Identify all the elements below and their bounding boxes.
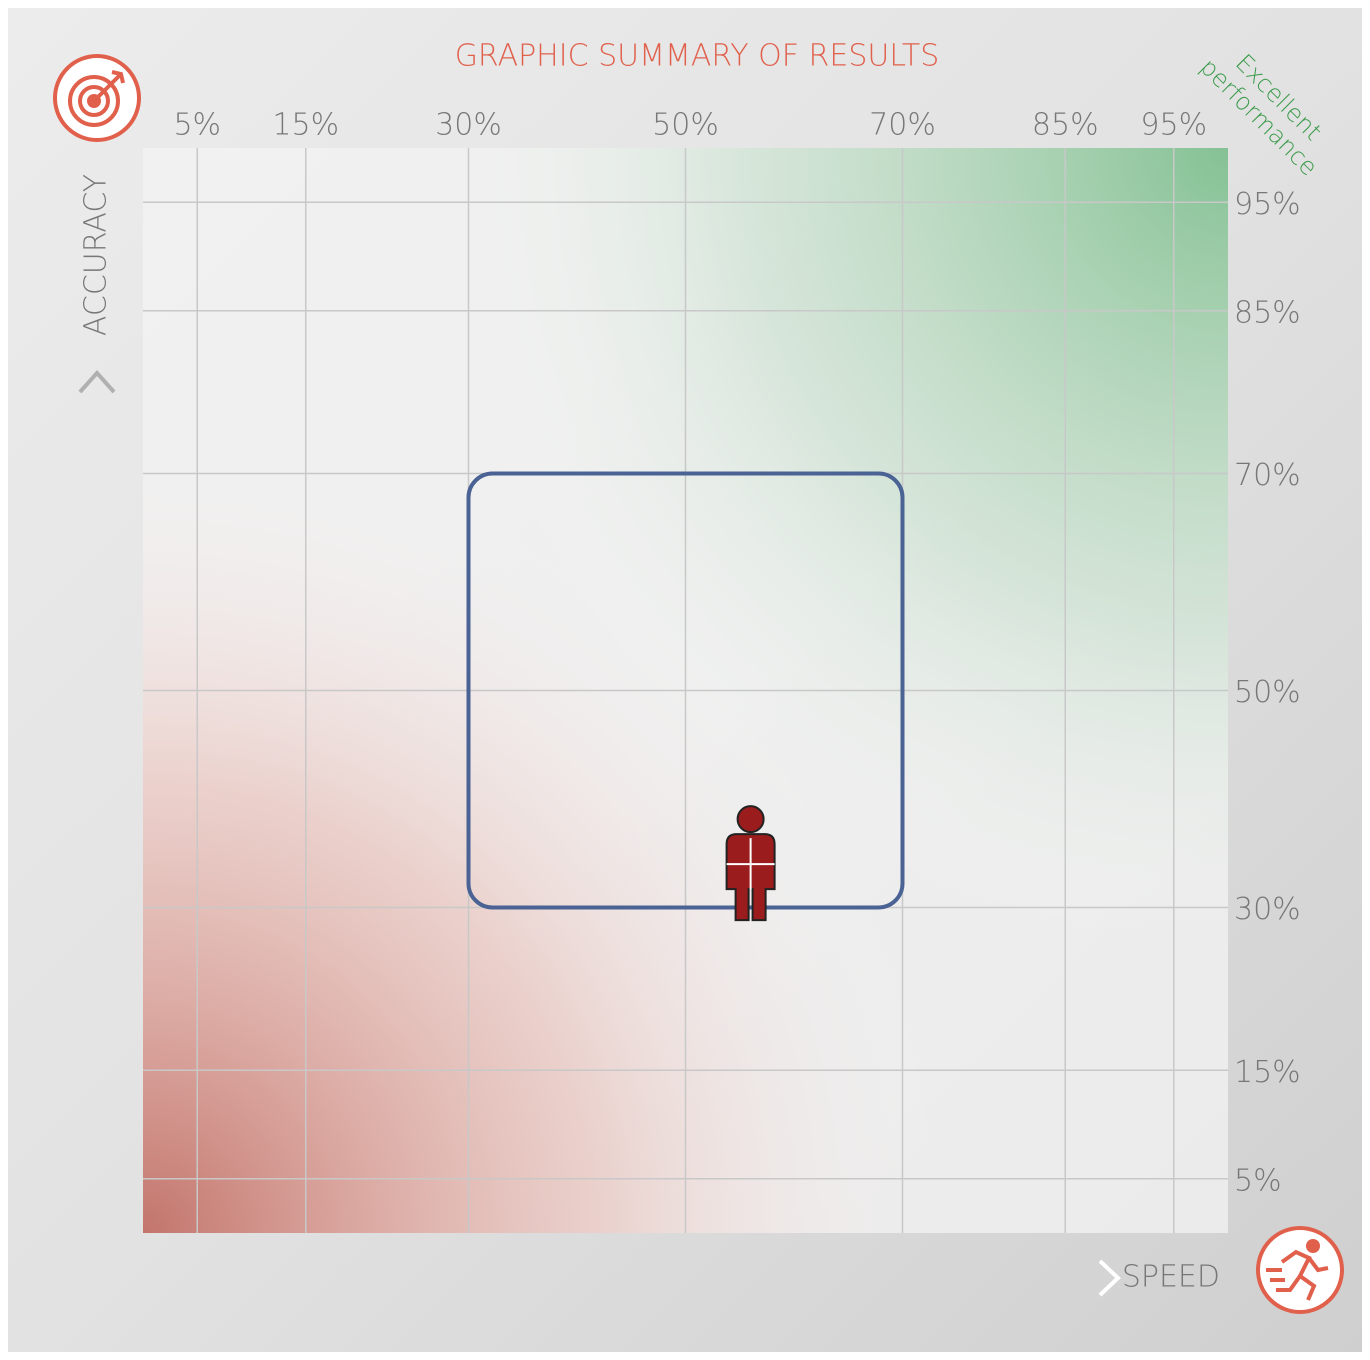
y-tick-label: 85% bbox=[1234, 295, 1301, 330]
person-head bbox=[736, 805, 765, 834]
x-axis-label: SPEED bbox=[1122, 1260, 1220, 1295]
x-tick-label: 15% bbox=[272, 108, 339, 143]
grid bbox=[143, 148, 1228, 1233]
x-arrowhead bbox=[1098, 1259, 1121, 1297]
y-tick-label: 30% bbox=[1234, 892, 1301, 927]
x-tick-label: 30% bbox=[435, 108, 502, 143]
runner-icon bbox=[1256, 1226, 1344, 1314]
x-tick-label: 95% bbox=[1140, 108, 1207, 143]
x-tick-label: 85% bbox=[1032, 108, 1099, 143]
y-tick-label: 5% bbox=[1234, 1163, 1282, 1198]
person-marker bbox=[725, 805, 776, 922]
y-arrowhead bbox=[78, 370, 116, 394]
x-tick-label: 70% bbox=[869, 108, 936, 143]
y-tick-label: 50% bbox=[1234, 675, 1301, 710]
y-tick-label: 15% bbox=[1234, 1055, 1301, 1090]
range-box bbox=[466, 471, 905, 910]
y-tick-label: 95% bbox=[1234, 187, 1301, 222]
y-tick-label: 70% bbox=[1234, 458, 1301, 493]
x-tick-label: 5% bbox=[173, 108, 221, 143]
chart-title: GRAPHIC SUMMARY OF RESULTS bbox=[455, 39, 940, 74]
y-axis-label: ACCURACY bbox=[79, 174, 114, 336]
x-tick-label: 50% bbox=[652, 108, 719, 143]
target-icon bbox=[53, 54, 141, 142]
